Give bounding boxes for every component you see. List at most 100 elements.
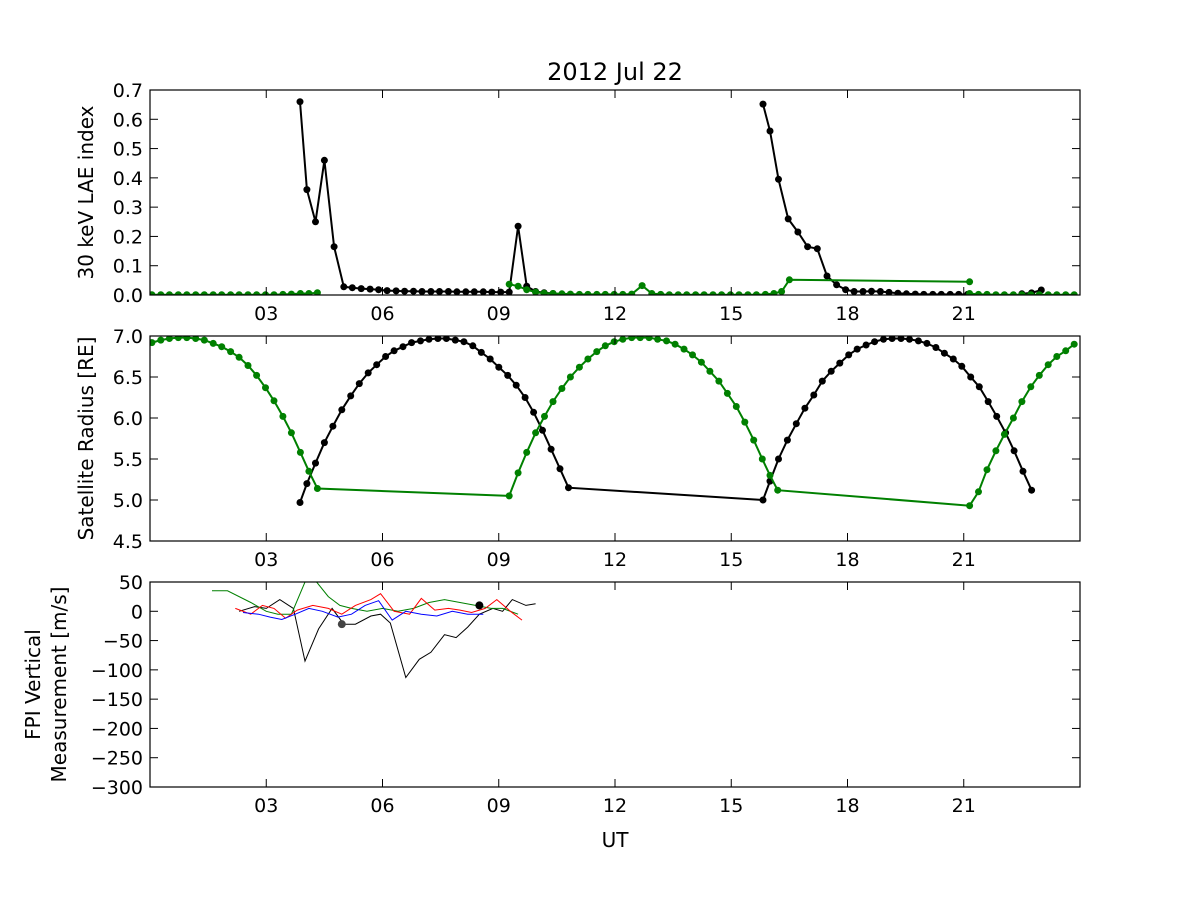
series-3 — [242, 600, 484, 621]
y-tick-label: −100 — [91, 660, 143, 682]
data-point — [770, 290, 778, 295]
data-point — [1053, 291, 1061, 295]
series-1 — [212, 582, 519, 615]
data-point — [648, 290, 656, 295]
data-point — [967, 373, 975, 381]
data-point — [894, 289, 902, 295]
data-point — [375, 286, 383, 294]
data-point — [638, 282, 646, 290]
data-point — [975, 383, 983, 391]
x-tick-label: 18 — [835, 303, 859, 325]
data-point — [958, 362, 966, 370]
data-point — [885, 288, 893, 295]
data-point — [758, 455, 766, 463]
data-point — [209, 291, 217, 295]
series-line — [212, 582, 519, 615]
data-point — [442, 336, 450, 342]
data-point — [244, 291, 252, 295]
data-point — [479, 288, 487, 295]
data-point — [727, 291, 734, 295]
data-point — [218, 343, 226, 351]
y-tick-label: 0.7 — [113, 80, 143, 102]
data-point — [390, 347, 398, 355]
x-tick-label: 21 — [952, 795, 976, 817]
data-point — [373, 361, 381, 369]
data-point — [888, 336, 896, 342]
data-point — [984, 398, 992, 406]
data-point — [709, 291, 717, 295]
x-tick-label: 03 — [254, 795, 278, 817]
data-point — [654, 336, 662, 343]
x-tick-label: 03 — [254, 303, 278, 325]
data-point — [541, 412, 548, 420]
data-point — [382, 353, 390, 360]
y-axis-label: Measurement [m/s] — [47, 587, 71, 783]
data-point — [313, 289, 321, 295]
data-point — [665, 291, 673, 295]
data-point — [761, 290, 769, 295]
data-point — [392, 287, 400, 295]
x-tick-label: 12 — [603, 303, 627, 325]
data-point — [946, 290, 954, 295]
data-point — [532, 288, 540, 295]
plot-area — [212, 582, 536, 679]
y-tick-label: 0.0 — [113, 285, 143, 307]
data-point — [200, 291, 208, 295]
data-point — [200, 336, 208, 344]
data-point — [183, 336, 191, 342]
data-point — [235, 353, 243, 361]
data-point — [732, 403, 740, 410]
data-point — [975, 290, 982, 295]
data-point — [514, 282, 522, 290]
data-point — [801, 404, 809, 412]
data-point — [270, 397, 278, 405]
data-point — [330, 243, 338, 251]
data-point — [453, 288, 461, 295]
data-point — [157, 291, 165, 295]
data-point — [338, 406, 346, 414]
data-point — [305, 467, 313, 475]
x-tick-label: 21 — [952, 303, 976, 325]
data-point — [434, 336, 442, 342]
data-point — [408, 339, 416, 347]
data-point — [575, 290, 583, 295]
data-point — [253, 371, 261, 379]
data-point — [902, 290, 910, 295]
data-point — [853, 345, 861, 353]
data-point — [296, 499, 304, 506]
data-point — [1027, 291, 1035, 295]
y-tick-label: −250 — [91, 748, 143, 770]
data-point — [192, 336, 200, 342]
data-point — [262, 384, 269, 392]
series-1 — [150, 336, 1078, 510]
data-point — [804, 243, 812, 251]
data-point — [218, 291, 226, 295]
data-point — [401, 287, 409, 295]
data-point — [823, 272, 831, 280]
data-point — [833, 281, 841, 289]
data-point — [601, 290, 609, 295]
data-point — [425, 336, 433, 343]
data-point — [279, 412, 287, 420]
data-point — [966, 278, 974, 286]
y-tick-label: −200 — [91, 718, 143, 740]
x-tick-label: 21 — [952, 549, 976, 571]
data-point — [565, 484, 572, 492]
data-point — [842, 286, 850, 294]
data-point — [547, 445, 555, 453]
x-tick-label: 06 — [370, 549, 394, 571]
x-tick-label: 18 — [835, 549, 859, 571]
series-2 — [235, 593, 523, 621]
data-point — [628, 336, 636, 342]
y-tick-label: 0.6 — [113, 109, 143, 131]
data-point — [287, 429, 295, 437]
data-point — [683, 291, 691, 295]
data-point — [320, 439, 328, 447]
data-point — [593, 348, 601, 356]
data-point — [209, 339, 217, 347]
data-point — [451, 336, 459, 344]
data-point — [783, 436, 791, 444]
data-point — [697, 358, 705, 366]
data-point — [279, 290, 287, 295]
